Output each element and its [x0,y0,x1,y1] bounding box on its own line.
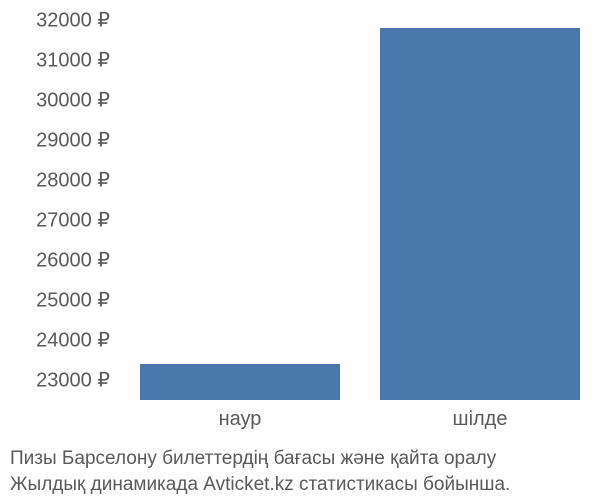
caption-line-2: Жылдық динамикада Avticket.kz статистика… [10,474,510,495]
plot-area [100,20,580,400]
price-bar-chart: 23000 ₽ 24000 ₽ 25000 ₽ 26000 ₽ 27000 ₽ 28000… [0,0,600,500]
y-axis-tick-label: 23000 ₽ [36,368,110,393]
y-axis-tick-label: 27000 ₽ [36,208,110,233]
y-axis-tick-label: 26000 ₽ [36,248,110,273]
caption-line-1: Пизы Барселону билеттердің бағасы және қ… [10,448,496,469]
bar [380,28,580,400]
y-axis-tick-label: 24000 ₽ [36,328,110,353]
y-axis-tick-label: 28000 ₽ [36,168,110,193]
y-axis-tick-label: 32000 ₽ [36,8,110,33]
x-axis-tick-label: шілде [453,408,508,431]
y-axis-tick-label: 29000 ₽ [36,128,110,153]
y-axis-tick-label: 30000 ₽ [36,88,110,113]
bar [140,364,340,400]
y-axis-tick-label: 25000 ₽ [36,288,110,313]
y-axis-tick-label: 31000 ₽ [36,48,110,73]
chart-caption: Пизы Барселону билеттердің бағасы және қ… [10,446,510,497]
x-axis-tick-label: наур [219,408,262,431]
